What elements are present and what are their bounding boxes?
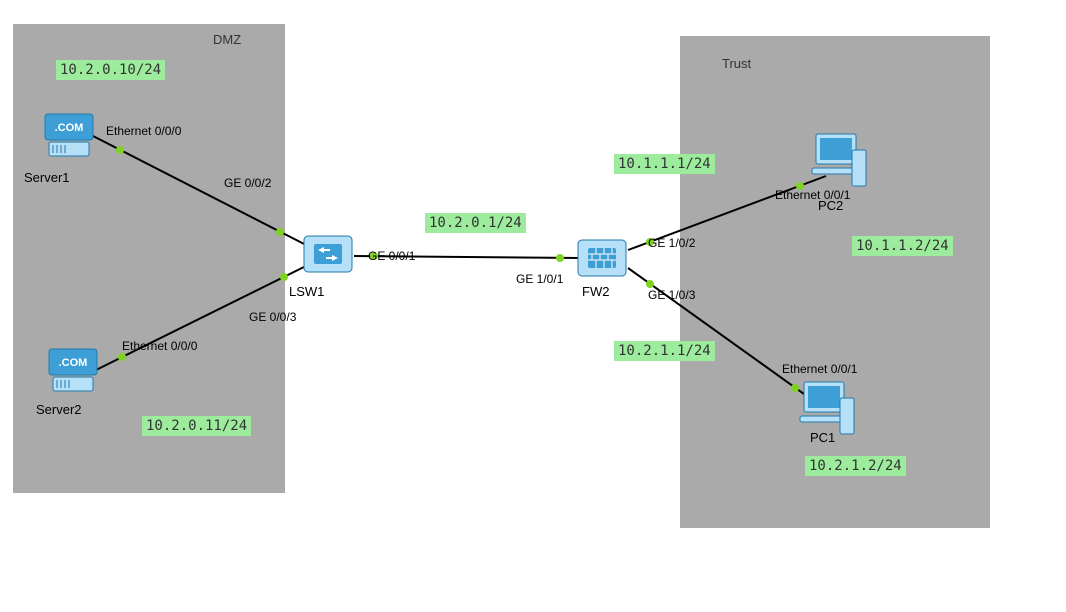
ip-label: 10.1.1.1/24 [614, 154, 715, 174]
port-label: Ethernet 0/0/0 [122, 339, 197, 353]
zone-dmz-label: DMZ [213, 32, 241, 47]
port-label: GE 1/0/1 [516, 272, 563, 286]
firewall-icon [574, 234, 630, 282]
port-label: GE 0/0/3 [249, 310, 296, 324]
port-label: GE 1/0/2 [648, 236, 695, 250]
ip-label: 10.2.0.1/24 [425, 213, 526, 233]
port-label: GE 1/0/3 [648, 288, 695, 302]
port-label: Ethernet 0/0/1 [782, 362, 857, 376]
ip-label: 10.2.1.2/24 [805, 456, 906, 476]
ip-label: 10.2.0.10/24 [56, 60, 165, 80]
device-label-pc2: PC2 [818, 198, 843, 213]
device-label-server2: Server2 [36, 402, 82, 417]
device-label-server1: Server1 [24, 170, 70, 185]
device-label-pc1: PC1 [810, 430, 835, 445]
ip-label: 10.2.1.1/24 [614, 341, 715, 361]
device-label-lsw1: LSW1 [289, 284, 324, 299]
device-label-fw2: FW2 [582, 284, 609, 299]
ip-label: 10.2.0.11/24 [142, 416, 251, 436]
port-label: GE 0/0/1 [368, 249, 415, 263]
zone-trust-label: Trust [722, 56, 751, 71]
ip-label: 10.1.1.2/24 [852, 236, 953, 256]
port-label: GE 0/0/2 [224, 176, 271, 190]
port-label: Ethernet 0/0/0 [106, 124, 181, 138]
switch-icon [300, 230, 356, 278]
zone-trust [680, 36, 990, 528]
